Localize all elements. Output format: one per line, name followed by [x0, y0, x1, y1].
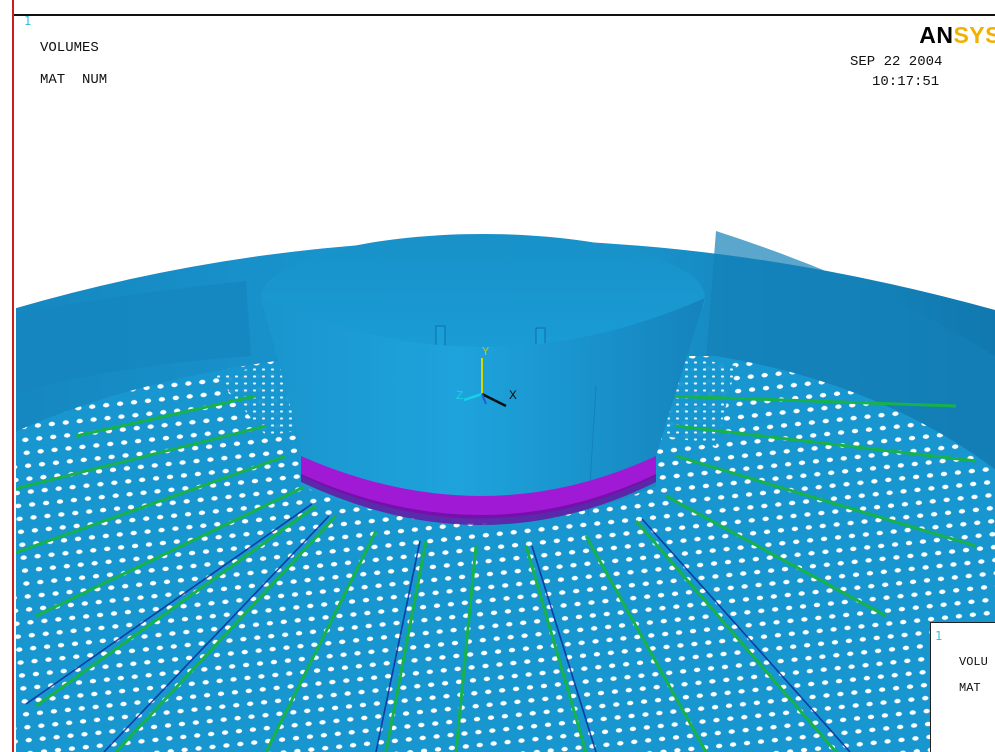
time-stamp: 10:17:51: [872, 74, 940, 90]
ansys-logo: ANSYS: [919, 22, 995, 48]
inset-title: VOLU: [959, 655, 988, 669]
inset-subtitle: MAT: [959, 681, 981, 695]
inset-window[interactable]: 1 VOLU MAT: [930, 622, 995, 752]
plot-title: VOLUMES: [40, 40, 99, 56]
window-top-border: [14, 14, 995, 16]
window-left-border: [0, 0, 14, 752]
triad-z-label: Z: [456, 389, 464, 403]
axis-triad-icon: [463, 358, 507, 408]
magenta-ring: [301, 456, 656, 519]
date-stamp: SEP 22 2004: [850, 54, 943, 70]
window-number: 1: [24, 14, 32, 28]
radial-ribs: [16, 394, 977, 752]
inset-window-number: 1: [935, 629, 943, 643]
inner-cylinder-wall: [261, 298, 705, 524]
triad-x-label: X: [509, 388, 517, 403]
model-viewport[interactable]: X Y Z: [16, 16, 995, 752]
volume-model-render: [16, 231, 995, 752]
triad-y-label: Y: [482, 345, 490, 359]
plot-subtitle: MAT NUM: [40, 72, 108, 88]
inner-cylinder-rim: [261, 234, 705, 362]
